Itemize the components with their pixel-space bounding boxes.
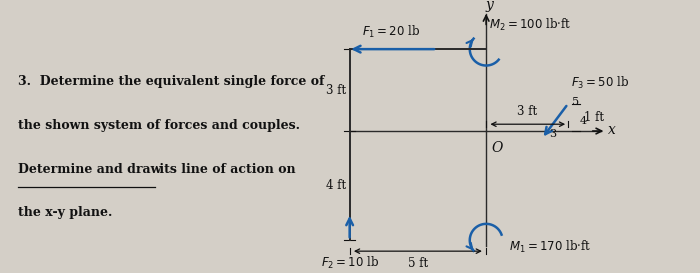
Text: Determine and draw: Determine and draw [18, 163, 162, 176]
Text: 4: 4 [580, 117, 587, 126]
Text: $F_3 = 50$ lb: $F_3 = 50$ lb [570, 75, 629, 91]
Text: its line of action on: its line of action on [155, 163, 296, 176]
Text: the shown system of forces and couples.: the shown system of forces and couples. [18, 119, 300, 132]
Text: O: O [491, 141, 503, 155]
Text: x: x [608, 123, 616, 137]
Text: 3.  Determine the equivalent single force of: 3. Determine the equivalent single force… [18, 75, 325, 88]
Text: 5: 5 [572, 97, 580, 107]
Text: 4 ft: 4 ft [326, 179, 346, 192]
Text: the x-y plane.: the x-y plane. [18, 206, 113, 219]
Text: 3 ft: 3 ft [326, 84, 346, 97]
Text: 5 ft: 5 ft [408, 257, 428, 270]
Text: 1 ft: 1 ft [584, 111, 604, 124]
Text: $F_2 = 10$ lb: $F_2 = 10$ lb [321, 255, 379, 271]
Text: $M_2 = 100$ lb·ft: $M_2 = 100$ lb·ft [489, 17, 571, 33]
Text: $F_1 = 20$ lb: $F_1 = 20$ lb [361, 24, 420, 40]
Text: 3 ft: 3 ft [517, 105, 537, 118]
Text: y: y [486, 0, 493, 13]
Text: 3: 3 [550, 129, 556, 139]
Text: $M_1 = 170$ lb·ft: $M_1 = 170$ lb·ft [510, 239, 592, 255]
